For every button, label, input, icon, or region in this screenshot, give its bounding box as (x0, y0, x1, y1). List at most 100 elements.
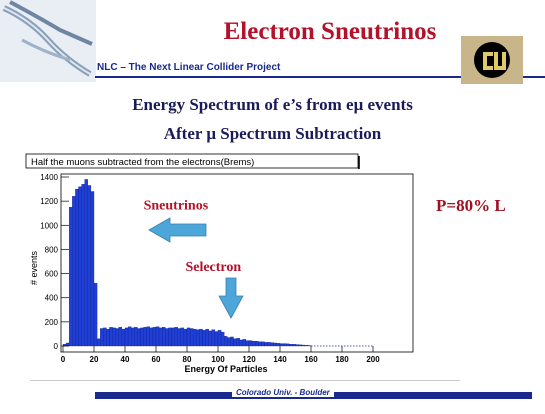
histogram-bar (103, 327, 107, 347)
histogram-bar (255, 341, 259, 347)
histogram-bar (75, 188, 79, 347)
histogram-bar (174, 327, 178, 347)
slide-subtitle: NLC – The Next Linear Collider Project (97, 62, 281, 73)
histogram-chart: Half the muons subtracted from the elect… (21, 150, 414, 374)
histogram-bar (245, 340, 250, 347)
histogram-bar (304, 345, 309, 347)
histogram-bar (248, 340, 253, 347)
histogram-bar (217, 330, 222, 347)
histogram-bar (279, 343, 284, 347)
down-arrow-icon (218, 277, 244, 319)
histogram-bar (264, 342, 268, 347)
histogram-bar (78, 186, 82, 347)
histogram-bar (171, 327, 175, 347)
y-tick-label: 400 (45, 294, 59, 303)
polarization-label: P=80% L (436, 196, 506, 215)
histogram-bar (208, 330, 212, 347)
histogram-bar (177, 328, 181, 347)
chart-title: Half the muons subtracted from the elect… (31, 157, 254, 168)
y-tick-label: 800 (45, 245, 59, 254)
histogram-bar (146, 326, 150, 347)
y-axis-label: # events (29, 250, 39, 285)
histogram-bar (267, 342, 271, 347)
histogram-bar (205, 328, 209, 347)
x-tick-label: 80 (183, 355, 192, 364)
histogram-bar (289, 344, 293, 347)
histogram-bar (199, 328, 203, 347)
y-tick-label: 0 (54, 342, 59, 351)
histogram-bar (84, 179, 88, 347)
histogram-bar (121, 328, 126, 347)
y-tick-label: 1200 (40, 197, 58, 206)
footer-divider (30, 380, 460, 381)
x-tick-label: 180 (335, 355, 349, 364)
histogram-bar (196, 329, 200, 347)
histogram-bar (270, 342, 274, 347)
x-tick-label: 120 (242, 355, 256, 364)
histogram-bar (118, 327, 123, 347)
histogram-bar (286, 343, 290, 347)
histogram-bar (162, 327, 166, 347)
histogram-bar (65, 342, 70, 347)
histogram-bar (90, 191, 95, 347)
histogram-bar (72, 196, 76, 347)
histogram-bar (168, 327, 172, 347)
histogram-bar (242, 339, 247, 347)
chart-heading-line2: After μ Spectrum Subtraction (163, 124, 382, 143)
y-tick-label: 600 (45, 270, 59, 279)
histogram-bar (202, 330, 206, 347)
histogram-bar (258, 341, 262, 347)
left-arrow-icon (148, 217, 207, 243)
selectron-annotation: Selectron (185, 260, 241, 275)
histogram-bar (183, 328, 188, 347)
histogram-bar (124, 327, 129, 347)
x-tick-label: 160 (304, 355, 318, 364)
histogram-bar (106, 328, 110, 347)
histogram-bar (87, 185, 92, 347)
y-tick-label: 200 (45, 318, 59, 327)
histogram-bar (180, 327, 185, 347)
histogram-bar (276, 343, 281, 347)
histogram-bar (214, 331, 219, 347)
x-axis-label: Energy Of Particles (184, 364, 267, 374)
histogram-bar (100, 328, 104, 347)
histogram-bar (96, 338, 101, 347)
histogram-bar (127, 326, 132, 347)
histogram-bar (220, 331, 225, 347)
histogram-bar (69, 207, 73, 347)
x-tick-label: 60 (152, 355, 161, 364)
histogram-bars (62, 179, 373, 347)
histogram-bar (143, 327, 147, 347)
histogram-bar (115, 328, 119, 347)
histogram-bar (236, 338, 240, 347)
x-tick-label: 0 (61, 355, 66, 364)
plot-frame (60, 173, 414, 353)
cu-logo (461, 36, 523, 84)
nlc-logo (0, 0, 96, 82)
histogram-bar (165, 328, 169, 347)
y-tick-label: 1000 (40, 221, 58, 230)
histogram-bar (211, 329, 216, 347)
sneutrinos-annotation: Sneutrinos (144, 199, 209, 214)
x-tick-label: 20 (90, 355, 99, 364)
slide-title: Electron Sneutrinos (223, 18, 437, 45)
x-tick-label: 200 (366, 355, 380, 364)
histogram-bar (109, 327, 113, 347)
y-tick-label: 1400 (40, 173, 58, 182)
histogram-bar (292, 344, 296, 347)
histogram-bar (224, 336, 228, 347)
histogram-bar (158, 327, 163, 347)
histogram-bar (112, 327, 116, 347)
histogram-bar (301, 344, 305, 347)
chart-title-box (25, 153, 359, 169)
histogram-bar (233, 338, 237, 347)
histogram-bar (282, 343, 287, 347)
histogram-bar (155, 326, 160, 347)
x-axis: 0 20 40 60 80 100 120 140 160 180 200 (61, 346, 380, 364)
chart-heading-line1: Energy Spectrum of e’s from eμ events (132, 95, 413, 114)
histogram-bar (227, 337, 231, 347)
histogram-bar (152, 327, 157, 347)
x-tick-label: 140 (273, 355, 287, 364)
histogram-bar (81, 184, 85, 347)
histogram-bar (239, 339, 243, 347)
